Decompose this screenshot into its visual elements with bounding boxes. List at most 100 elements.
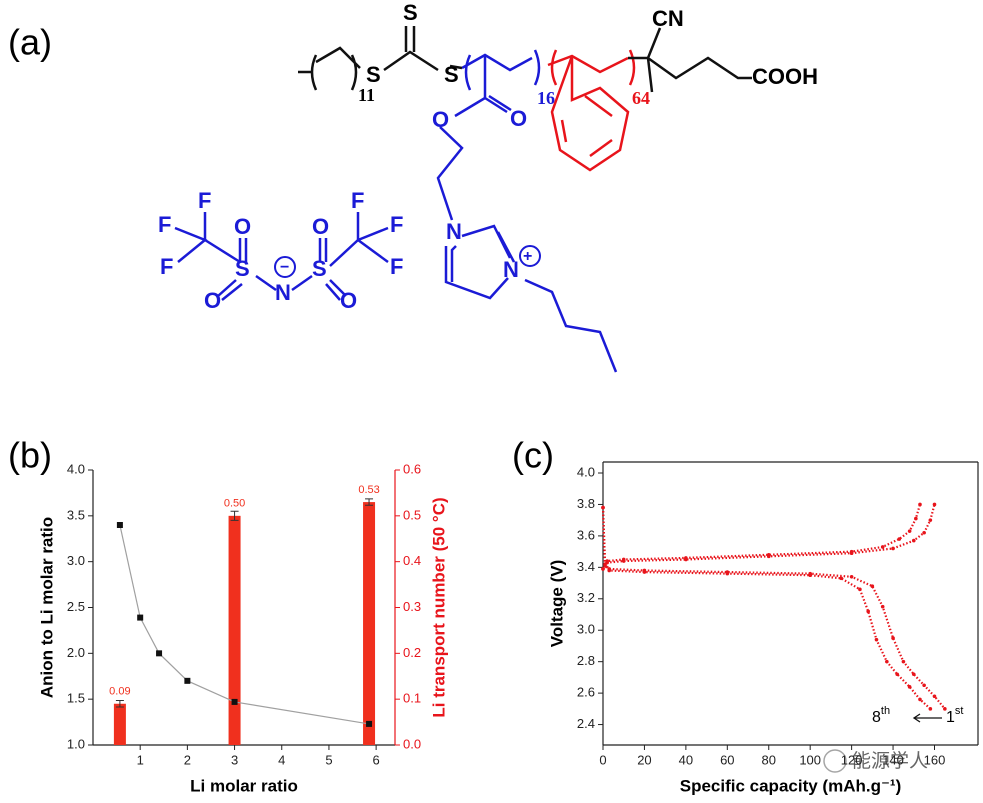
y-tick-label: 3.2 [577,590,595,605]
annotation-text: 1 [946,709,955,726]
y-tick-label: 2.4 [577,716,595,731]
line [119,524,370,725]
x-tick-label: 160 [924,752,946,767]
y2-tick-label: 0.5 [403,507,421,522]
atom-label: F [198,188,211,213]
y2-tick-label: 0.2 [403,645,421,660]
point [642,570,647,574]
point [891,546,895,551]
point [858,587,862,592]
marker [366,720,373,727]
point [603,563,607,568]
atom-label: CN [652,6,684,31]
watermark: 能源学人 [823,749,928,773]
point [880,545,885,549]
point [621,557,626,562]
x-tick-label: 6 [373,752,380,767]
annotation-text: 8 [872,709,881,726]
x-axis-title: Specific capacity (mAh.g⁻¹) [680,776,902,795]
point [911,538,916,543]
point [849,574,854,579]
atom-label: S [444,62,459,87]
point [918,502,922,507]
watermark-text: 能源学人 [852,750,928,772]
point [725,571,730,576]
curve [602,504,936,570]
atom-label: O [234,214,251,239]
point [922,683,926,688]
atom-label: N [503,257,519,282]
x-tick-label: 40 [679,752,693,767]
y-tick-label: 2.0 [67,645,85,660]
y-tick-label: 3.5 [67,507,85,522]
error-bar [365,498,374,506]
marker [156,650,163,657]
atom-label: O [432,107,449,132]
data-label: 0.53 [358,484,379,496]
x-tick-label: 0 [599,752,606,767]
annotation: 8th [872,705,890,726]
point [928,518,933,522]
annotation-sup: th [881,705,890,717]
y-tick-label: 3.4 [577,559,595,574]
point [907,529,912,533]
y2-tick-label: 0.6 [403,461,421,476]
atom-label: N [446,219,462,244]
point [914,516,918,521]
curve [602,504,922,570]
atom-label: S [366,62,381,87]
structure-bonds [174,26,752,373]
x-axis-title: Li molar ratio [190,776,298,795]
point [605,559,609,563]
atom-label: N [275,280,291,305]
point [897,537,902,541]
repeat-count: 64 [632,88,650,108]
repeat-count: 16 [537,88,555,108]
point [891,636,895,640]
marker [137,614,144,621]
y-tick-label: 2.8 [577,653,595,668]
point [943,707,947,711]
data-label: 0.09 [109,686,130,698]
atom-label: S [312,256,327,281]
bar [113,703,126,745]
curve [601,507,932,710]
point [874,637,879,642]
point [928,707,933,711]
charge: + [523,248,532,265]
y-tick-label: 3.0 [67,553,85,568]
y2-tick-label: 0.1 [403,691,421,706]
y2-tick-label: 0.3 [403,599,421,614]
y-tick-label: 4.0 [67,461,85,476]
panel-label: (b) [8,435,52,476]
x-tick-label: 20 [637,752,651,767]
x-tick-label: 80 [762,752,776,767]
y-tick-label: 4.0 [577,464,595,479]
atom-label: S [235,256,250,281]
marker [116,522,123,528]
atom-label: S [403,0,418,25]
x-tick-label: 4 [278,752,285,767]
y-tick-label: 1.5 [67,691,85,706]
point [601,567,605,571]
panel-label: (c) [512,435,554,476]
bar [363,502,376,745]
y-tick-label: 2.6 [577,685,595,700]
point [932,694,937,699]
point [684,556,688,560]
error-bar [230,510,239,521]
point [870,584,875,589]
y-tick-label: 1.0 [67,736,85,751]
y2-tick-label: 0.4 [403,553,421,568]
point [849,549,854,554]
point [885,659,889,664]
curve [601,507,946,710]
x-tick-label: 5 [325,752,332,767]
error-bar [115,700,124,708]
marker [184,677,191,684]
atom-label: F [158,212,171,237]
point [895,672,899,677]
atom-label: F [351,188,364,213]
point [918,697,922,702]
